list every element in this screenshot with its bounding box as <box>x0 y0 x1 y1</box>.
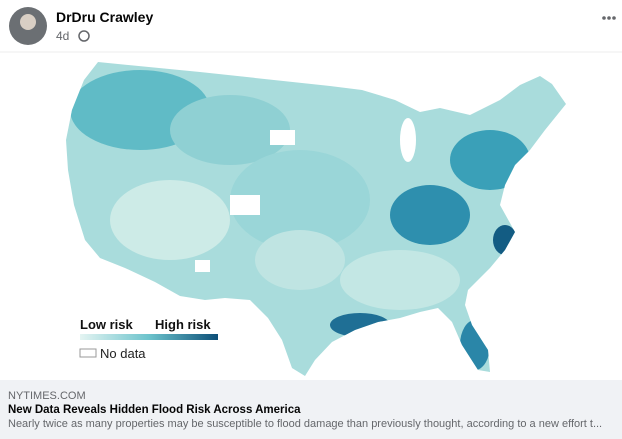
timestamp[interactable]: 4d <box>56 29 70 43</box>
link-domain: NYTIMES.COM <box>8 390 86 402</box>
post-canvas: Low risk High risk No data <box>0 7 622 376</box>
legend-high: High risk <box>155 317 211 332</box>
more-button[interactable] <box>602 16 616 20</box>
legend-no-data: No data <box>100 346 146 361</box>
avatar-face <box>20 14 36 30</box>
link-description: Nearly twice as many properties may be s… <box>8 418 603 430</box>
link-title: New Data Reveals Hidden Flood Risk Acros… <box>8 404 301 416</box>
legend-low: Low risk <box>80 317 134 332</box>
legend-scale <box>80 334 218 340</box>
link-preview[interactable]: NYTIMES.COM New Data Reveals Hidden Floo… <box>0 380 622 439</box>
author[interactable]: DrDru Crawley <box>56 9 154 25</box>
flood-map <box>66 62 566 376</box>
globe-icon <box>78 30 90 42</box>
no-data-swatch <box>79 348 97 358</box>
